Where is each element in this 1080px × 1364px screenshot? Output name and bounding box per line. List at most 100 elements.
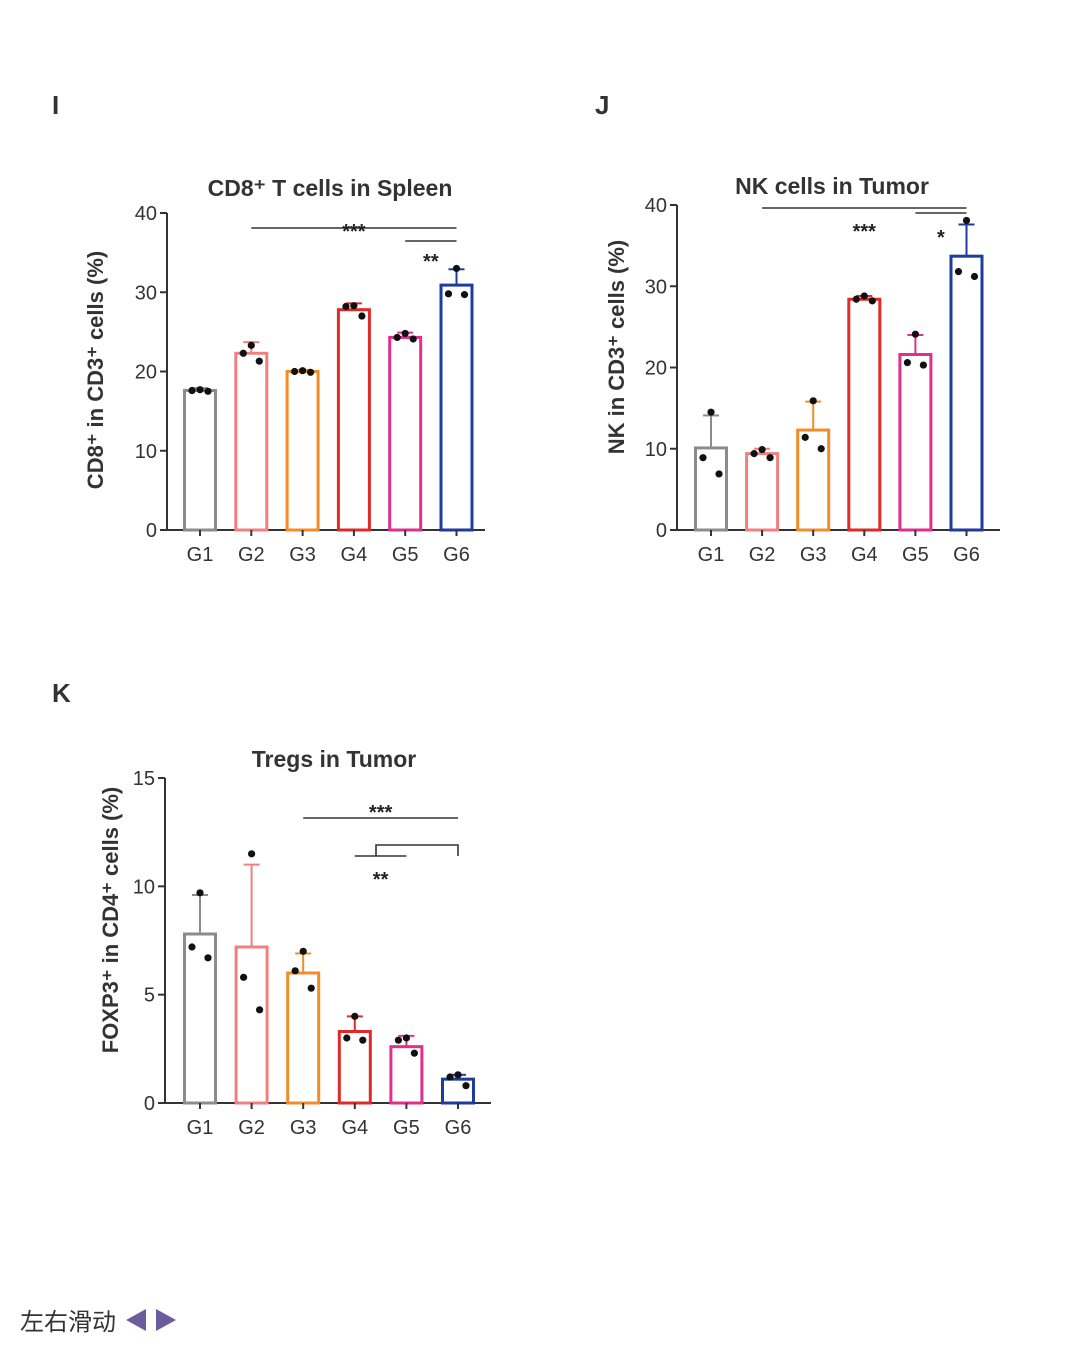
- chart2-bar-g2: [745, 452, 780, 532]
- chart2-xtick-label: G5: [902, 544, 929, 566]
- chart3-point-g6: [454, 1071, 462, 1079]
- triangle-left-icon[interactable]: [126, 1308, 146, 1331]
- chart3-xtick-label: G3: [290, 1117, 317, 1139]
- chart3-point-g5: [394, 1036, 402, 1044]
- chart2-ytick-label: 30: [645, 276, 667, 298]
- chart3-ytick-label: 0: [144, 1093, 155, 1115]
- chart3-point-g2: [240, 973, 248, 981]
- chart3-sig-label: **: [373, 869, 389, 891]
- chart1-point-g2: [255, 357, 263, 365]
- chart1-ytick-label: 20: [135, 362, 157, 384]
- swipe-hint-label: 左右滑动: [20, 1308, 116, 1336]
- chart2-point-g6: [962, 216, 971, 225]
- chart1-ytick-label: 10: [135, 441, 157, 463]
- chart3-xtick-label: G1: [187, 1117, 214, 1139]
- chart3-point-g3: [299, 947, 307, 955]
- chart2-bar-g5: [898, 353, 933, 532]
- chart1-point-g5: [393, 333, 401, 342]
- chart3-bar-g2: [234, 945, 269, 1105]
- chart1-title: CD8⁺ T cells in Spleen: [208, 175, 453, 201]
- chart1-bar-g4: [336, 308, 371, 532]
- chart2-point-g6: [970, 272, 979, 281]
- chart2-bar-g6: [949, 254, 984, 532]
- chart3-point-g1: [204, 954, 212, 962]
- chart2-point-g1: [699, 454, 707, 462]
- chart1-point-g1: [204, 387, 212, 395]
- chart1-sig-label: **: [423, 251, 439, 273]
- chart1-ytick-label: 0: [146, 520, 157, 542]
- chart2-point-g2: [750, 450, 758, 458]
- chart3-ytick-label: 10: [133, 876, 155, 898]
- chart3-ytick-label: 5: [144, 985, 155, 1007]
- chart2-ytick-label: 20: [645, 358, 667, 380]
- chart1-sig-label: ***: [342, 221, 366, 243]
- chart2-point-g4: [860, 292, 868, 300]
- chart3-xtick-label: G6: [445, 1117, 472, 1139]
- chart1-ytick-label: 30: [135, 282, 157, 304]
- chart2-xtick-label: G4: [851, 544, 878, 566]
- chart3-sig-label: ***: [369, 802, 393, 824]
- chart3-bar-g3: [286, 971, 321, 1105]
- chart2-point-g5: [919, 361, 928, 369]
- chart1-xtick-label: G3: [289, 544, 316, 566]
- chart3-ylabel: FOXP3⁺ in CD4⁺ cells (%): [98, 787, 123, 1054]
- chart2-ylabel: NK in CD3⁺ cells (%): [604, 240, 629, 455]
- chart2-point-g1: [715, 470, 723, 478]
- chart1-point-g2: [247, 341, 255, 349]
- chart1-xtick-label: G6: [443, 544, 470, 566]
- chart2-bar-g1: [694, 446, 728, 532]
- panel-letter-k: K: [52, 678, 71, 708]
- chart1-point-g5: [401, 329, 409, 338]
- chart1-point-g6: [452, 264, 461, 273]
- chart3-point-g4: [359, 1036, 367, 1044]
- chart1-bar-g3: [285, 370, 320, 532]
- chart2-bar-g3: [796, 428, 831, 532]
- chart2-point-g3: [801, 433, 809, 441]
- chart3-title: Tregs in Tumor: [252, 746, 416, 772]
- chart3-point-g4: [351, 1012, 359, 1020]
- chart2-xtick-label: G3: [800, 544, 827, 566]
- chart1-point-g4: [342, 302, 350, 311]
- swipe-hint[interactable]: 左右滑动: [20, 1302, 176, 1337]
- chart1-bar-g6: [439, 283, 474, 532]
- chart2-title: NK cells in Tumor: [735, 173, 929, 199]
- chart1-bar-g5: [388, 335, 423, 532]
- chart1-xtick-label: G4: [341, 544, 368, 566]
- chart1-bar-g2: [234, 351, 269, 532]
- chart1-bar-g1: [183, 389, 217, 532]
- chart2-ytick-label: 0: [656, 520, 667, 542]
- chart1-point-g2: [239, 349, 247, 357]
- chart2-bar-g4: [847, 297, 882, 532]
- chart3-bar-g6: [441, 1077, 475, 1105]
- chart1-ylabel: CD8⁺ in CD3⁺ cells (%): [83, 251, 108, 489]
- chart2-point-g3: [809, 397, 817, 405]
- chart3-point-g6: [462, 1082, 470, 1090]
- panel-letter-j: J: [595, 90, 610, 120]
- chart1-xtick-label: G2: [238, 544, 265, 566]
- chart1-xtick-label: G5: [392, 544, 419, 566]
- chart2-point-g6: [954, 268, 963, 276]
- chart1-point-g3: [291, 367, 299, 376]
- chart1-point-g6: [460, 291, 469, 299]
- chart1-point-g1: [196, 386, 204, 394]
- chart3-sig-bracket: [375, 844, 459, 856]
- chart3-point-g1: [188, 943, 196, 951]
- chart2-point-g5: [911, 330, 920, 338]
- chart2-xtick-label: G6: [953, 544, 980, 566]
- chart3-point-g1: [196, 889, 204, 897]
- chart1-point-g4: [350, 302, 358, 310]
- chart2-point-g2: [766, 454, 774, 462]
- chart1-point-g6: [444, 290, 453, 298]
- chart2-xtick-label: G2: [749, 544, 776, 566]
- chart3-point-g3: [307, 984, 315, 992]
- chart2-ytick-label: 40: [645, 195, 667, 217]
- chart1-point-g1: [188, 386, 196, 395]
- panel-letter-i: I: [52, 90, 60, 120]
- chart2-xtick-label: G1: [698, 544, 725, 566]
- chart2-ytick-label: 10: [645, 439, 667, 461]
- chart3-bar-g1: [183, 932, 217, 1105]
- chart3-point-g6: [446, 1073, 454, 1081]
- triangle-right-icon[interactable]: [156, 1308, 176, 1331]
- chart2-point-g5: [903, 359, 912, 367]
